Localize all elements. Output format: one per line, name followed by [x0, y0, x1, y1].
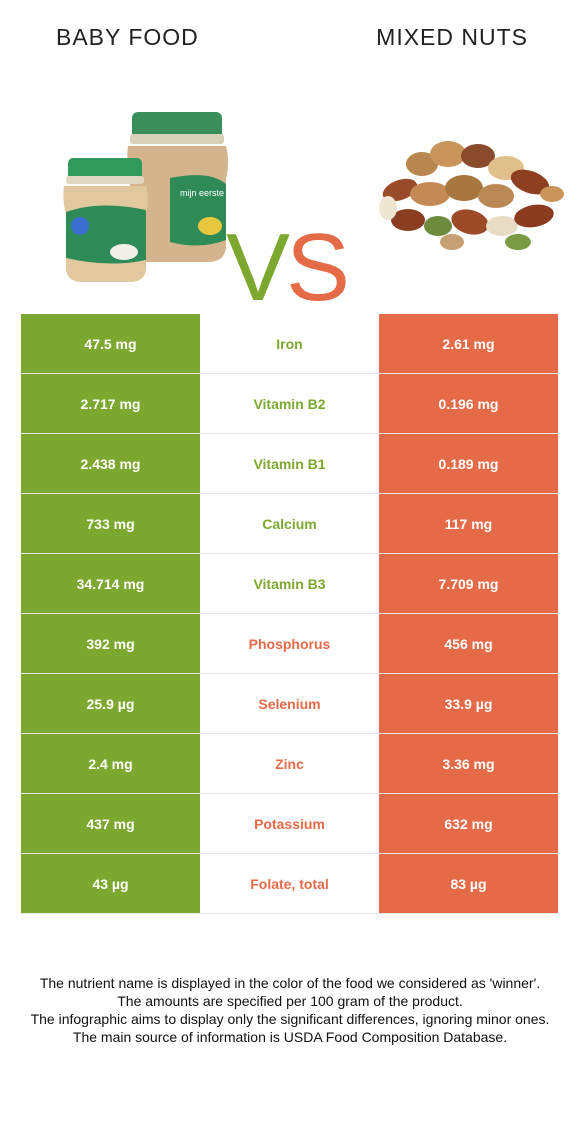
right-food-value: 7.709 mg	[379, 554, 558, 613]
table-row: 43 µg Folate, total 83 µg	[21, 854, 558, 914]
table-row: 2.717 mg Vitamin B2 0.196 mg	[21, 374, 558, 434]
footnotes: The nutrient name is displayed in the co…	[16, 974, 564, 1046]
left-food-value: 47.5 mg	[21, 314, 200, 373]
hero-images: mijn eerste hapjes VS	[0, 90, 580, 316]
right-food-value: 632 mg	[379, 794, 558, 853]
left-food-value: 2.717 mg	[21, 374, 200, 433]
right-food-value: 0.189 mg	[379, 434, 558, 493]
table-row: 47.5 mg Iron 2.61 mg	[21, 314, 558, 374]
nutrient-name: Calcium	[200, 494, 379, 553]
nutrient-comparison-table: 47.5 mg Iron 2.61 mg 2.717 mg Vitamin B2 0.19…	[21, 314, 558, 914]
footnote-per-100g: The amounts are specified per 100 gram o…	[117, 993, 463, 1009]
left-food-value: 43 µg	[21, 854, 200, 913]
mixed-nuts-image	[379, 141, 564, 250]
nutrient-name: Selenium	[200, 674, 379, 733]
footnote-significant: The infographic aims to display only the…	[30, 1011, 550, 1027]
nutrient-name: Iron	[200, 314, 379, 373]
nutrient-name: Vitamin B1	[200, 434, 379, 493]
nutrient-name: Folate, total	[200, 854, 379, 913]
right-food-value: 0.196 mg	[379, 374, 558, 433]
left-food-value: 392 mg	[21, 614, 200, 673]
left-food-value: 437 mg	[21, 794, 200, 853]
table-row: 2.4 mg Zinc 3.36 mg	[21, 734, 558, 794]
right-food-value: 33.9 µg	[379, 674, 558, 733]
left-food-value: 733 mg	[21, 494, 200, 553]
table-row: 34.714 mg Vitamin B3 7.709 mg	[21, 554, 558, 614]
nutrient-name: Potassium	[200, 794, 379, 853]
left-food-value: 2.4 mg	[21, 734, 200, 793]
right-food-value: 456 mg	[379, 614, 558, 673]
right-food-value: 3.36 mg	[379, 734, 558, 793]
nutrient-name: Zinc	[200, 734, 379, 793]
right-food-value: 2.61 mg	[379, 314, 558, 373]
table-row: 392 mg Phosphorus 456 mg	[21, 614, 558, 674]
right-food-value: 117 mg	[379, 494, 558, 553]
footnote-winner: The nutrient name is displayed in the co…	[39, 975, 541, 991]
left-food-value: 34.714 mg	[21, 554, 200, 613]
table-row: 733 mg Calcium 117 mg	[21, 494, 558, 554]
table-row: 437 mg Potassium 632 mg	[21, 794, 558, 854]
vs-letter-s: S	[286, 214, 350, 321]
table-row: 25.9 µg Selenium 33.9 µg	[21, 674, 558, 734]
left-food-value: 25.9 µg	[21, 674, 200, 733]
nutrient-name: Vitamin B2	[200, 374, 379, 433]
nutrient-name: Vitamin B3	[200, 554, 379, 613]
left-food-value: 2.438 mg	[21, 434, 200, 493]
nutrient-name: Phosphorus	[200, 614, 379, 673]
right-food-title: MIXED NUTS	[376, 24, 528, 50]
baby-food-jars-image: mijn eerste hapjes	[63, 112, 254, 282]
right-food-value: 83 µg	[379, 854, 558, 913]
vs-letter-v: V	[226, 214, 290, 321]
table-row: 2.438 mg Vitamin B1 0.189 mg	[21, 434, 558, 494]
jar-label-text: mijn eerste hapjes	[180, 188, 254, 198]
vs-label: VS	[226, 220, 350, 316]
footnote-source: The main source of information is USDA F…	[72, 1029, 508, 1045]
left-food-title: BABY FOOD	[56, 24, 199, 50]
